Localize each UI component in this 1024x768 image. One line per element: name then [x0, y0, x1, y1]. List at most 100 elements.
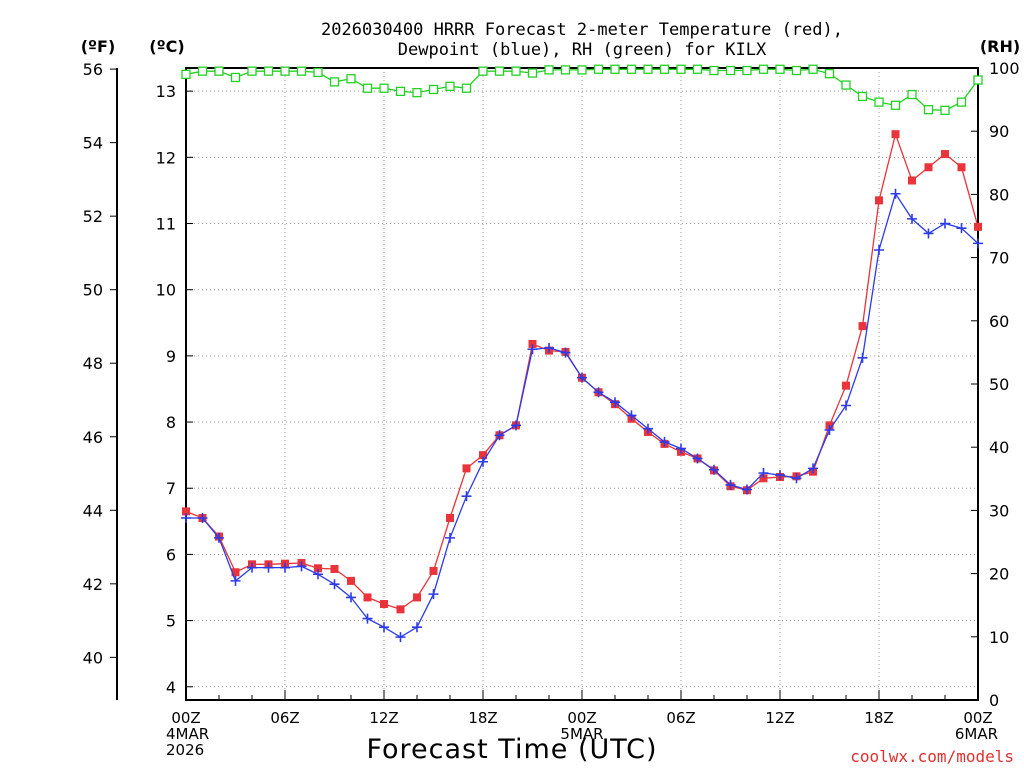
data-point-marker — [197, 66, 208, 76]
data-point-marker — [461, 83, 472, 93]
time-tick-label: 12Z — [765, 709, 794, 727]
data-point-marker — [362, 613, 373, 624]
data-point-marker — [461, 491, 472, 502]
data-point-marker — [973, 238, 983, 249]
celsius-tick-label: 8 — [166, 413, 176, 432]
celsius-tick-label: 7 — [166, 479, 176, 498]
data-point-marker — [428, 84, 439, 95]
data-point-marker — [676, 64, 686, 74]
fahrenheit-tick-label: 52 — [83, 207, 103, 226]
data-point-marker — [263, 66, 274, 76]
data-point-marker — [445, 81, 455, 91]
data-point-marker — [956, 97, 967, 107]
fahrenheit-tick-label: 48 — [83, 354, 103, 373]
rh-tick-label: 10 — [989, 628, 1009, 647]
data-point-marker — [280, 562, 290, 573]
data-point-marker — [428, 589, 439, 600]
data-point-marker — [362, 83, 373, 93]
time-tick-label: 18Z — [468, 709, 497, 727]
fahrenheit-unit-label: (ºF) — [81, 37, 116, 56]
data-point-marker — [379, 83, 389, 93]
data-point-marker — [610, 64, 620, 74]
rh-tick-label: 60 — [989, 312, 1009, 331]
data-point-marker — [494, 430, 505, 441]
data-point-marker — [593, 387, 604, 398]
data-point-marker — [725, 479, 736, 490]
data-point-marker — [446, 514, 454, 523]
data-point-marker — [214, 532, 224, 543]
data-point-marker — [214, 66, 224, 76]
data-point-marker — [231, 568, 240, 577]
data-point-marker — [791, 473, 802, 484]
data-point-marker — [577, 65, 587, 75]
data-point-marker — [560, 65, 571, 75]
x-axis-title: Forecast Time (UTC) — [366, 734, 657, 765]
fahrenheit-tick-label: 46 — [83, 428, 103, 447]
data-point-marker — [296, 66, 307, 76]
fahrenheit-tick-label: 56 — [83, 60, 103, 79]
rh-tick-label: 40 — [989, 438, 1009, 457]
data-point-marker — [182, 507, 190, 516]
data-point-marker — [974, 222, 982, 231]
data-point-marker — [941, 150, 949, 159]
data-point-marker — [692, 453, 703, 464]
data-point-marker — [610, 397, 620, 408]
data-point-marker — [527, 344, 538, 355]
data-point-marker — [511, 66, 521, 76]
data-point-marker — [197, 513, 208, 524]
data-point-marker — [494, 66, 505, 76]
data-point-marker — [891, 130, 900, 139]
data-point-marker — [380, 600, 388, 609]
data-point-marker — [659, 64, 670, 74]
data-point-marker — [396, 605, 405, 614]
rh-series — [181, 64, 983, 115]
data-point-marker — [857, 91, 868, 102]
fahrenheit-tick-label: 42 — [83, 575, 103, 594]
data-point-marker — [544, 65, 554, 75]
celsius-tick-label: 4 — [166, 678, 176, 697]
time-tick-label: 5MAR — [560, 725, 603, 743]
time-tick-label: 00Z — [171, 709, 200, 727]
data-point-marker — [758, 468, 769, 479]
data-point-marker — [940, 218, 950, 229]
time-tick-label: 2026 — [166, 741, 204, 759]
rh-axis: 0 10 20 30 40 50 60 70 80 90 100 — [971, 59, 1020, 710]
data-point-marker — [347, 576, 355, 585]
data-point-marker — [874, 97, 884, 107]
data-point-marker — [560, 347, 571, 358]
data-point-marker — [528, 339, 537, 348]
data-point-marker — [643, 64, 653, 74]
data-point-marker — [874, 244, 884, 255]
time-tick-label: 6MAR — [955, 725, 998, 743]
celsius-tick-label: 11 — [156, 215, 176, 234]
chart-title-line-2: Dewpoint (blue), RH (green) for KILX — [398, 40, 767, 60]
time-tick-label: 18Z — [864, 709, 893, 727]
celsius-unit-label: (ºC) — [149, 37, 184, 56]
data-point-marker — [577, 372, 587, 383]
rh-tick-label: 0 — [989, 691, 999, 710]
fahrenheit-tick-label: 40 — [83, 648, 103, 667]
data-point-marker — [841, 80, 851, 90]
time-tick-label: 06Z — [666, 709, 695, 727]
data-point-marker — [890, 100, 901, 110]
data-point-marker — [412, 87, 422, 98]
series-line — [185, 131, 979, 611]
data-point-marker — [924, 163, 933, 172]
data-point-marker — [923, 228, 934, 239]
data-point-marker — [725, 65, 736, 76]
data-point-marker — [643, 423, 653, 434]
data-point-marker — [875, 196, 883, 205]
data-point-marker — [413, 593, 421, 602]
data-point-marker — [314, 564, 322, 573]
time-tick-label: 4MAR — [166, 725, 209, 743]
celsius-tick-label: 5 — [166, 612, 176, 631]
data-point-marker — [313, 569, 323, 580]
time-tick-label: 00Z — [963, 709, 992, 727]
data-point-marker — [247, 562, 257, 573]
credit-text[interactable]: coolwx.com/models — [850, 747, 1014, 766]
data-point-marker — [363, 593, 372, 602]
data-point-marker — [842, 381, 850, 390]
data-point-marker — [808, 64, 818, 74]
data-point-marker — [379, 622, 389, 633]
